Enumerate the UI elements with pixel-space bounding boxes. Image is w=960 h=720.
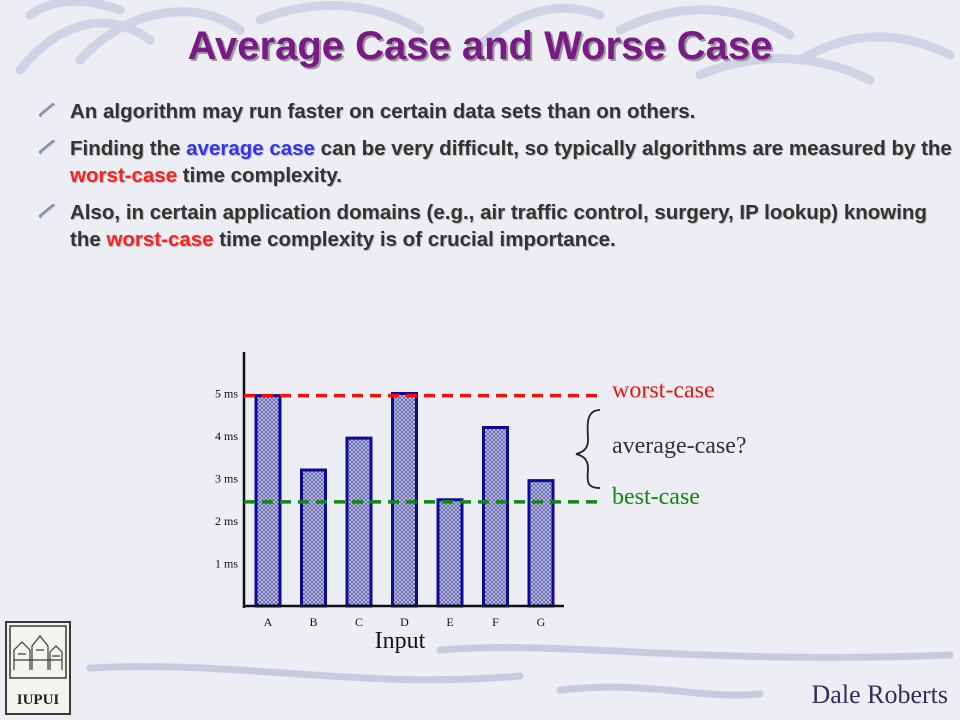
worst-case-label: worst-case — [612, 378, 715, 404]
x-axis-title: Input — [375, 628, 426, 654]
x-tick-label: F — [492, 615, 499, 629]
y-tick-label: 1 ms — [215, 557, 238, 571]
author-name: Dale Roberts — [811, 680, 948, 709]
bullet-text-part: can be very difficult, so typically algo… — [314, 137, 952, 160]
slash-bullet-icon — [36, 199, 70, 223]
bullet-text: Finding the average case can be very dif… — [70, 135, 956, 189]
x-tick-label: E — [446, 615, 453, 629]
bullet-text-part: Also, in certain application domains (e.… — [70, 201, 927, 251]
bullet-item: An algorithm may run faster on certain d… — [36, 98, 956, 125]
slash-bullet-icon — [36, 135, 70, 159]
bullet-text: An algorithm may run faster on certain d… — [70, 98, 695, 125]
average-case-label: average-case? — [612, 433, 747, 459]
x-tick-label: D — [400, 615, 409, 629]
bar-B — [300, 468, 327, 608]
y-tick-label: 3 ms — [215, 472, 238, 486]
x-tick-label: A — [264, 615, 273, 629]
best-case-label: best-case — [612, 484, 700, 510]
bullet-text-part: time complexity is of crucial importance… — [213, 228, 616, 251]
bar-G — [527, 479, 555, 608]
bullet-highlight: worst-case — [106, 228, 214, 251]
y-tick-label: 2 ms — [215, 514, 238, 528]
bar-C — [345, 436, 373, 608]
bullet-text-part: Finding the — [70, 137, 187, 160]
bullet-item: Finding the average case can be very dif… — [36, 135, 956, 189]
bar-F — [482, 426, 509, 608]
iupui-logo: IUPUI — [5, 621, 71, 715]
bullet-list: An algorithm may run faster on certain d… — [36, 98, 956, 263]
x-tick-label: G — [537, 615, 546, 629]
bar-E — [436, 498, 464, 608]
slide-title: Average Case and Worse Case — [187, 24, 773, 68]
bar-D — [391, 392, 418, 608]
y-tick-label: 4 ms — [215, 429, 238, 443]
bullet-item: Also, in certain application domains (e.… — [36, 199, 956, 253]
bullet-highlight: worst-case — [70, 164, 178, 187]
bullet-text-part: time complexity. — [177, 164, 342, 187]
x-tick-label: B — [309, 615, 317, 629]
y-tick-label: 5 ms — [215, 387, 238, 401]
bullet-highlight: average case — [186, 137, 315, 160]
slash-bullet-icon — [36, 98, 70, 122]
bullet-text: Also, in certain application domains (e.… — [70, 199, 956, 253]
x-tick-label: C — [355, 615, 363, 629]
curly-brace — [575, 409, 601, 489]
logo-text: IUPUI — [17, 692, 60, 708]
bullet-text-part: An algorithm may run faster on certain d… — [70, 100, 696, 123]
